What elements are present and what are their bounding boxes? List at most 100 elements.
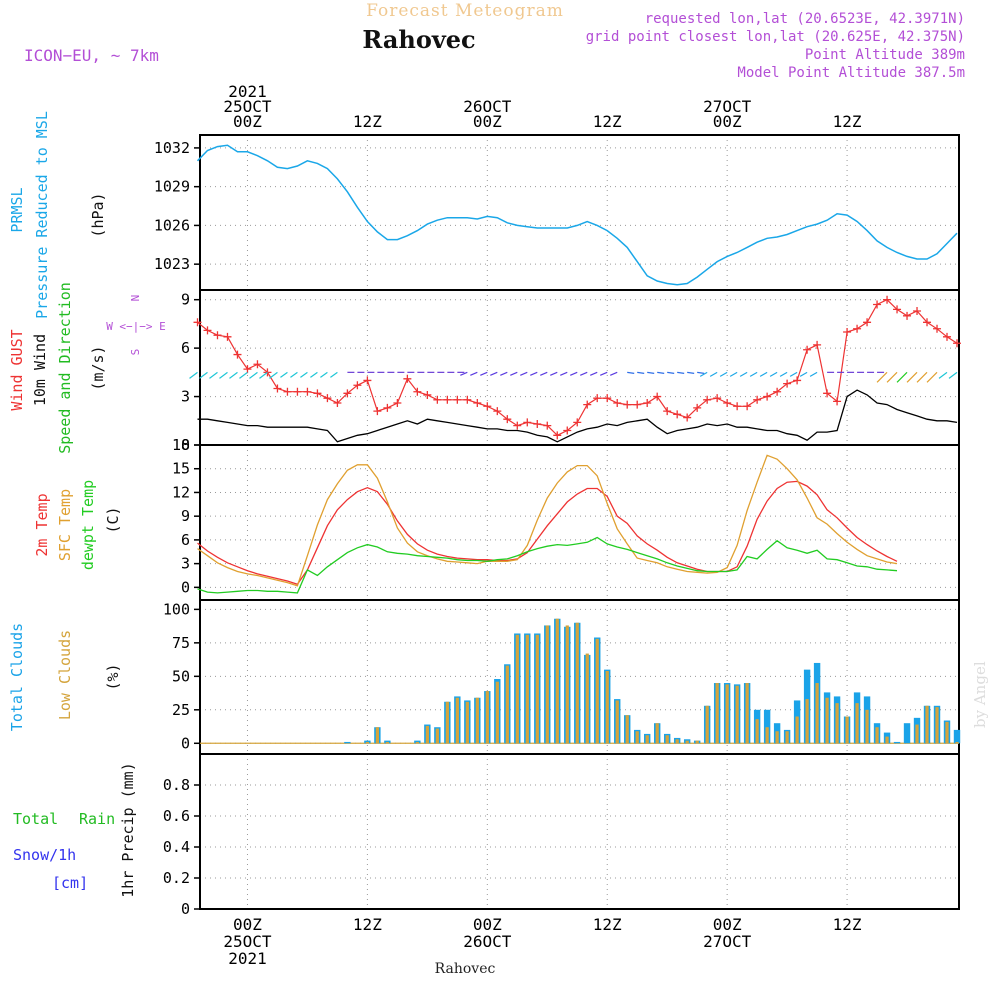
bottom-time-label: 00Z bbox=[233, 915, 262, 934]
precip-panel: 0 0.2 0.4 0.6 0.8 bbox=[163, 753, 960, 918]
gust-marker bbox=[283, 387, 292, 396]
gust-marker bbox=[273, 384, 282, 393]
sfc-temp-label: SFC Temp bbox=[56, 489, 74, 561]
gust-marker bbox=[423, 390, 432, 399]
wind-direction-arrow bbox=[280, 371, 288, 378]
gust-marker bbox=[483, 402, 492, 411]
bottom-time-label: 26OCT bbox=[463, 932, 512, 951]
gust-marker bbox=[583, 400, 592, 409]
wind-direction-arrow bbox=[239, 371, 248, 379]
gust-marker bbox=[573, 418, 582, 427]
temperature-ytick-label: 12 bbox=[172, 483, 190, 501]
prmsl-line bbox=[196, 144, 958, 286]
temperature-panel: 0 3 6 9 12 15 18 bbox=[172, 436, 960, 601]
gust-marker bbox=[943, 332, 952, 341]
gust-marker bbox=[743, 402, 752, 411]
bottom-time-label: 12Z bbox=[833, 915, 862, 934]
wind-direction-arrow bbox=[749, 371, 758, 377]
temperature-ytick-label: 18 bbox=[172, 436, 190, 454]
low-clouds-bar bbox=[775, 731, 779, 744]
pressure-ytick-label: 1032 bbox=[154, 139, 190, 157]
bottom-time-label: 00Z bbox=[713, 915, 742, 934]
gust-marker bbox=[643, 399, 652, 408]
low-clouds-bar bbox=[845, 716, 849, 744]
bottom-time-label: 27OCT bbox=[703, 932, 752, 951]
wind-direction-arrow bbox=[609, 371, 618, 376]
wind-direction-arrow bbox=[470, 371, 478, 376]
pressure-ytick-label: 1026 bbox=[154, 216, 190, 234]
gust-marker bbox=[923, 318, 932, 327]
low-clouds-bar bbox=[505, 665, 509, 744]
temperature-ytick-label: 15 bbox=[172, 460, 190, 478]
wind-direction-arrow bbox=[789, 371, 798, 377]
gust-marker bbox=[843, 327, 852, 336]
precip-ytick-label: 0.8 bbox=[163, 776, 190, 794]
gust-marker bbox=[823, 389, 832, 398]
wind-direction-arrow bbox=[300, 371, 308, 378]
low-clouds-bar bbox=[935, 707, 939, 744]
wind-direction-arrow bbox=[769, 371, 778, 377]
temperature-ytick-label: 0 bbox=[181, 578, 190, 596]
low-clouds-bar bbox=[365, 741, 369, 744]
gust-marker bbox=[363, 376, 372, 385]
low-clouds-bar bbox=[415, 741, 419, 744]
gust-marker bbox=[933, 324, 942, 333]
gust-marker bbox=[543, 421, 552, 430]
low-clouds-bar bbox=[655, 723, 659, 744]
wind-panel: 0 3 6 9 bbox=[181, 290, 962, 454]
low-clouds-bar bbox=[515, 634, 519, 744]
gust-marker bbox=[233, 350, 242, 359]
total-clouds-bar bbox=[903, 723, 911, 744]
low-clouds-bar bbox=[805, 699, 809, 744]
gust-marker bbox=[803, 345, 812, 354]
wind-speed-line bbox=[197, 389, 958, 443]
low-clouds-bar bbox=[595, 638, 599, 744]
wind-label: 10m Wind bbox=[31, 334, 49, 406]
gust-marker bbox=[523, 418, 532, 427]
wind-direction-arrow bbox=[896, 371, 908, 383]
low-clouds-bar bbox=[735, 685, 739, 744]
gust-marker bbox=[193, 318, 202, 327]
gust-marker bbox=[903, 311, 912, 320]
top-time-label: 00Z bbox=[233, 112, 262, 131]
low-clouds-bar bbox=[635, 731, 639, 744]
wind-direction-arrow bbox=[799, 371, 808, 377]
low-clouds-bar bbox=[535, 634, 539, 744]
gust-marker bbox=[833, 397, 842, 406]
low-clouds-bar bbox=[575, 622, 579, 744]
wind-direction-arrow bbox=[590, 371, 598, 376]
low-clouds-bar bbox=[385, 741, 389, 744]
wind-direction-arrow bbox=[510, 371, 518, 376]
wind-direction-arrow bbox=[719, 371, 728, 377]
wind-dir-label: Speed and Direction bbox=[56, 282, 74, 454]
low-clouds-bar bbox=[835, 703, 839, 744]
temp2m-line bbox=[197, 480, 898, 585]
wind-direction-arrow bbox=[926, 371, 938, 383]
precip-ytick-label: 0.6 bbox=[163, 807, 190, 825]
clouds-panel: 0 25 50 75 100 bbox=[163, 599, 961, 755]
top-time-label: 26OCT bbox=[463, 97, 512, 116]
wind-direction-arrow bbox=[637, 371, 645, 374]
gust-marker bbox=[253, 360, 262, 369]
gust-marker bbox=[793, 376, 802, 385]
low-clouds-bar bbox=[915, 724, 919, 744]
low-clouds-bar bbox=[855, 703, 859, 744]
low-clouds-bar bbox=[465, 701, 469, 744]
temperature-ytick-label: 6 bbox=[181, 531, 190, 549]
location-title: Rahovec bbox=[362, 25, 475, 54]
wind-direction-arrow bbox=[269, 371, 278, 379]
gust-marker bbox=[333, 399, 342, 408]
bottom-time-label: 12Z bbox=[353, 915, 382, 934]
model-label: ICON−EU, ~ 7km bbox=[24, 46, 159, 65]
gust-marker bbox=[763, 392, 772, 401]
low-clouds-bar bbox=[445, 701, 449, 744]
low-clouds-bar bbox=[585, 653, 589, 744]
wind-direction-arrow bbox=[657, 371, 665, 374]
gust-line bbox=[197, 298, 958, 437]
low-clouds-bar bbox=[815, 683, 819, 744]
wind-direction-arrow bbox=[189, 371, 198, 379]
gust-marker bbox=[493, 407, 502, 416]
credit-label: by Angel bbox=[971, 661, 989, 728]
gust-marker bbox=[403, 374, 412, 383]
gust-marker bbox=[513, 421, 522, 430]
